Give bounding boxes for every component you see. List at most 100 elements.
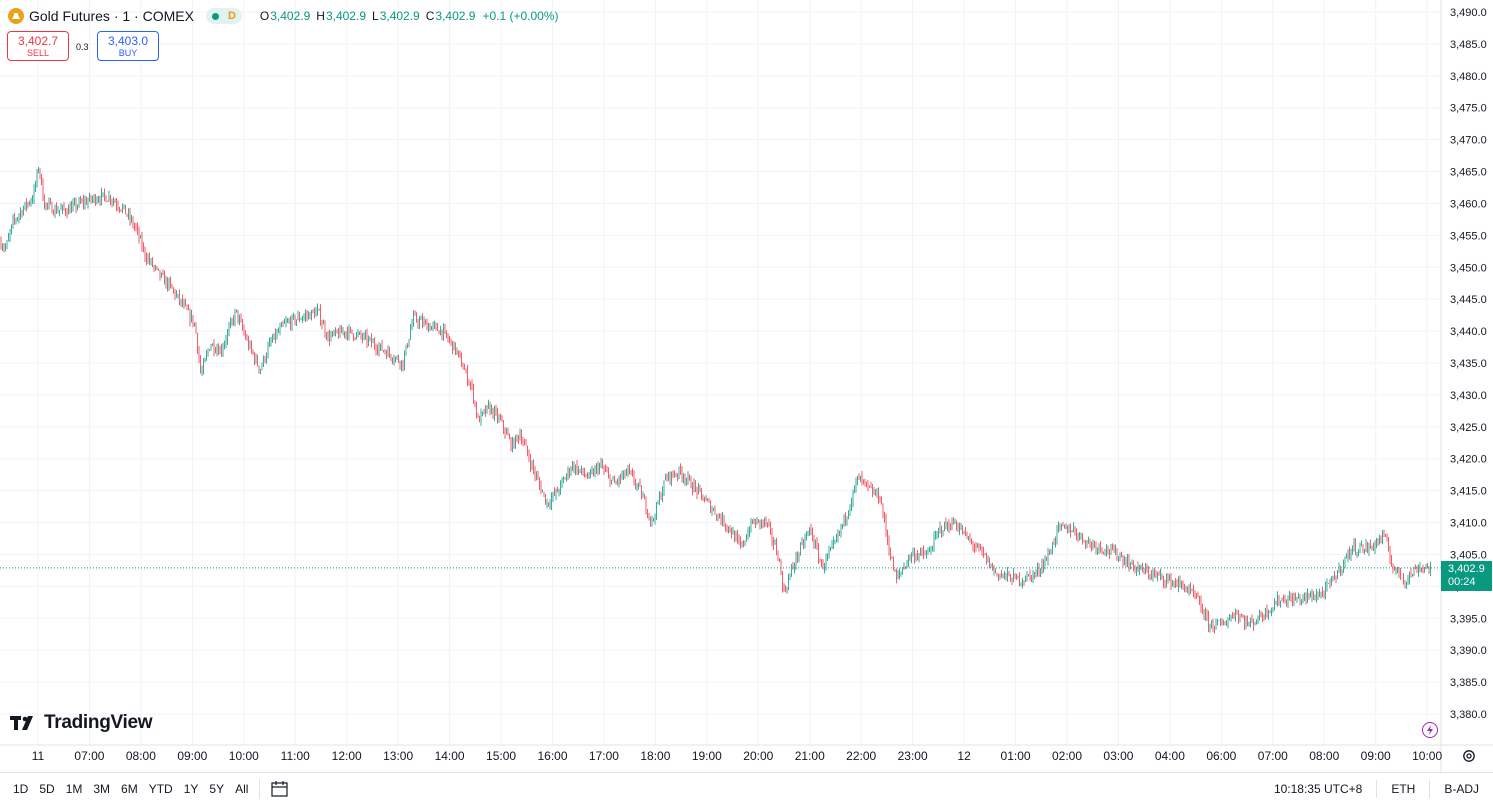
tradingview-mark-icon	[10, 716, 33, 730]
candle-series	[0, 166, 1431, 634]
time-tick-label: 07:00	[1258, 749, 1288, 763]
date-range-selector: 1D 5D 1M 3M 6M YTD 1Y 5Y All	[13, 782, 259, 796]
last-price-label: 3,402.9 00:24	[1441, 561, 1492, 591]
bottom-right-info: 10:18:35 UTC+8 ETH B-ADJ	[1273, 780, 1493, 798]
price-tick-label: 3,445.0	[1450, 294, 1487, 306]
price-tick-label: 3,460.0	[1450, 198, 1487, 210]
sell-price: 3,402.7	[17, 34, 59, 48]
time-tick-label: 06:00	[1206, 749, 1236, 763]
time-tick-label: 07:00	[74, 749, 104, 763]
buy-label: BUY	[118, 48, 138, 58]
price-tick-label: 3,430.0	[1450, 390, 1487, 402]
time-tick-label: 21:00	[795, 749, 825, 763]
price-tick-label: 3,380.0	[1450, 709, 1487, 721]
range-5y[interactable]: 5Y	[209, 782, 225, 796]
gold-coin-icon	[8, 8, 24, 24]
calendar-goto-icon[interactable]	[270, 779, 290, 799]
range-1y[interactable]: 1Y	[183, 782, 199, 796]
time-tick-label: 15:00	[486, 749, 516, 763]
ohlc-high: H3,402.9	[316, 9, 366, 23]
bottom-toolbar: 1D 5D 1M 3M 6M YTD 1Y 5Y All 10:18:35 UT…	[0, 772, 1493, 805]
time-tick-label: 11	[32, 749, 45, 763]
price-tick-label: 3,450.0	[1450, 262, 1487, 274]
price-tick-label: 3,480.0	[1450, 71, 1487, 83]
chart-grid	[0, 0, 1441, 745]
delayed-data-label: D	[227, 10, 236, 22]
toolbar-divider	[259, 779, 260, 799]
range-all[interactable]: All	[235, 782, 249, 796]
price-chart[interactable]: 3,380.03,385.03,390.03,395.03,400.03,405…	[0, 0, 1493, 772]
price-tick-label: 3,455.0	[1450, 230, 1487, 242]
flash-icon[interactable]	[1422, 722, 1438, 738]
ohlc-values: O3,402.9 H3,402.9 L3,402.9 C3,402.9 +0.1…	[260, 9, 559, 23]
range-ytd[interactable]: YTD	[148, 782, 173, 796]
time-tick-label: 14:00	[435, 749, 465, 763]
ohlc-low: L3,402.9	[372, 9, 420, 23]
range-3m[interactable]: 3M	[93, 782, 111, 796]
price-tick-label: 3,435.0	[1450, 358, 1487, 370]
time-tick-label: 16:00	[537, 749, 567, 763]
time-axis[interactable]: 11 07:00 08:00 09:00 10:00 11:00 12:00 13:00 14:…	[0, 744, 1493, 763]
time-tick-label: 12	[957, 749, 971, 763]
market-open-dot-icon	[211, 12, 219, 20]
time-tick-label: 19:00	[692, 749, 722, 763]
price-tick-label: 3,425.0	[1450, 422, 1487, 434]
time-tick-label: 20:00	[743, 749, 773, 763]
price-tick-label: 3,470.0	[1450, 135, 1487, 147]
time-tick-label: 08:00	[126, 749, 156, 763]
price-tick-label: 3,405.0	[1450, 549, 1487, 561]
time-tick-label: 17:00	[589, 749, 619, 763]
time-tick-label: 23:00	[898, 749, 928, 763]
tradingview-wordmark: TradingView	[44, 712, 153, 733]
buy-button[interactable]: 3,403.0 BUY	[97, 31, 159, 61]
market-status-badge[interactable]: D	[205, 8, 242, 24]
tradingview-logo[interactable]: TradingView	[10, 712, 153, 734]
ohlc-change: +0.1 (+0.00%)	[482, 9, 559, 23]
range-5d[interactable]: 5D	[39, 782, 55, 796]
time-tick-label: 09:00	[1361, 749, 1391, 763]
price-tick-label: 3,385.0	[1450, 677, 1487, 689]
price-tick-label: 3,390.0	[1450, 645, 1487, 657]
symbol-legend: Gold Futures · 1 · COMEX D O3,402.9 H3,4…	[8, 6, 559, 26]
time-tick-label: 08:00	[1309, 749, 1339, 763]
range-1d[interactable]: 1D	[13, 782, 29, 796]
price-axis[interactable]: 3,380.03,385.03,390.03,395.03,400.03,405…	[1440, 0, 1487, 772]
time-tick-label: 18:00	[640, 749, 670, 763]
price-tick-label: 3,440.0	[1450, 326, 1487, 338]
price-tick-label: 3,475.0	[1450, 103, 1487, 115]
time-tick-label: 11:00	[281, 749, 310, 763]
time-tick-label: 03:00	[1103, 749, 1133, 763]
time-tick-label: 09:00	[177, 749, 207, 763]
ohlc-close: C3,402.9	[425, 9, 476, 23]
toolbar-divider	[1376, 780, 1378, 798]
symbol-title[interactable]: Gold Futures · 1 · COMEX	[29, 8, 194, 24]
sell-label: SELL	[26, 48, 50, 58]
price-tick-label: 3,420.0	[1450, 454, 1487, 466]
clock-timezone[interactable]: 10:18:35 UTC+8	[1273, 782, 1363, 796]
toolbar-divider	[1429, 780, 1431, 798]
gear-icon[interactable]	[1462, 749, 1476, 763]
bar-countdown: 00:24	[1448, 576, 1476, 588]
price-tick-label: 3,415.0	[1450, 486, 1487, 498]
buy-price: 3,403.0	[107, 34, 149, 48]
price-tick-label: 3,465.0	[1450, 167, 1487, 179]
time-tick-label: 13:00	[383, 749, 413, 763]
time-tick-label: 01:00	[1001, 749, 1031, 763]
last-price-value: 3,402.9	[1448, 563, 1485, 575]
time-tick-label: 04:00	[1155, 749, 1185, 763]
price-tick-label: 3,410.0	[1450, 518, 1487, 530]
time-tick-label: 22:00	[846, 749, 876, 763]
range-6m[interactable]: 6M	[121, 782, 138, 796]
price-tick-label: 3,485.0	[1450, 39, 1487, 51]
price-tick-label: 3,490.0	[1450, 7, 1487, 19]
time-tick-label: 10:00	[1412, 749, 1442, 763]
price-tick-label: 3,395.0	[1450, 613, 1487, 625]
time-tick-label: 12:00	[332, 749, 362, 763]
time-tick-label: 10:00	[229, 749, 259, 763]
range-1m[interactable]: 1M	[65, 782, 83, 796]
session-toggle[interactable]: ETH	[1391, 782, 1416, 796]
spread-value: 0.3	[76, 42, 89, 52]
ohlc-open: O3,402.9	[259, 9, 311, 23]
sell-button[interactable]: 3,402.7 SELL	[7, 31, 69, 61]
adjustment-toggle[interactable]: B-ADJ	[1444, 782, 1479, 796]
